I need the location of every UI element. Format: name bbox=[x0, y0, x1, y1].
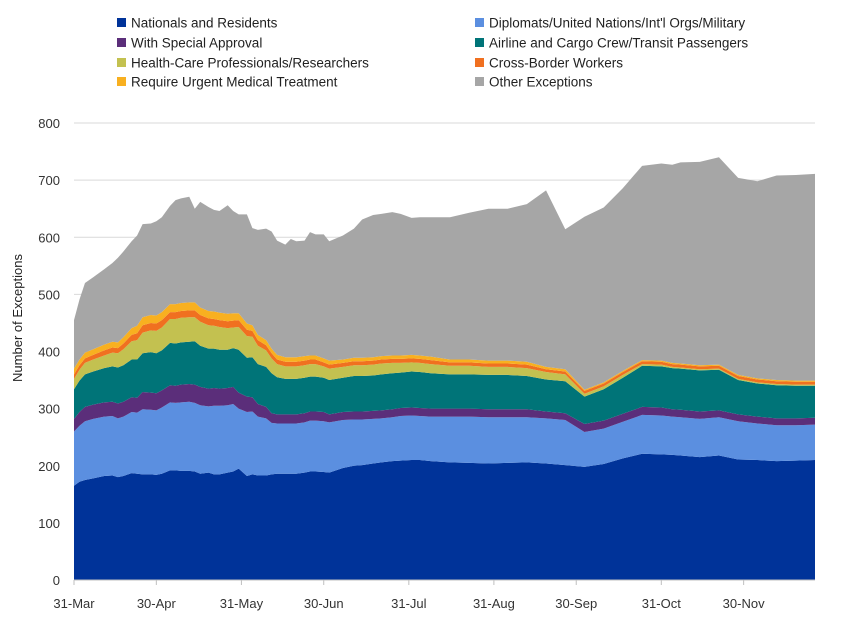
legend-label-airline-and-cargo-crew-transit-passengers: Airline and Cargo Crew/Transit Passenger… bbox=[489, 36, 748, 51]
y-tick-label: 600 bbox=[38, 230, 60, 245]
x-axis: 31-Mar 30-Apr 31-May 30-Jun 31-Jul 31-Aug 30-S… bbox=[53, 579, 815, 611]
x-tick-label: 31-Mar bbox=[53, 596, 95, 611]
y-tick-label: 300 bbox=[38, 402, 60, 417]
y-tick-label: 200 bbox=[38, 459, 60, 474]
y-tick-label: 0 bbox=[53, 573, 60, 588]
x-tick-label: 30-Nov bbox=[723, 596, 765, 611]
legend-swatch-with-special-approval bbox=[117, 38, 126, 47]
legend-label-nationals-and-residents: Nationals and Residents bbox=[131, 16, 278, 31]
x-tick-label: 31-May bbox=[220, 596, 264, 611]
x-tick-label: 31-Aug bbox=[473, 596, 515, 611]
area-nationals-and-residents bbox=[74, 453, 815, 580]
area-series bbox=[74, 157, 815, 580]
area-other-exceptions bbox=[74, 157, 815, 390]
legend-label-health-care-professionals-researchers: Health-Care Professionals/Researchers bbox=[131, 56, 369, 71]
legend-swatch-airline-and-cargo-crew-transit-passengers bbox=[475, 38, 484, 47]
y-axis-title: Number of Exceptions bbox=[10, 254, 25, 382]
x-tick-label: 30-Apr bbox=[137, 596, 177, 611]
legend-swatch-diplomats-united-nations-int-l-orgs-military bbox=[475, 18, 484, 27]
x-tick-label: 30-Sep bbox=[555, 596, 597, 611]
legend: Nationals and Residents Diplomats/United … bbox=[117, 16, 748, 90]
y-axis: 0 100 200 300 400 500 600 700 800 bbox=[38, 116, 60, 588]
legend-swatch-health-care-professionals-researchers bbox=[117, 58, 126, 67]
y-tick-label: 100 bbox=[38, 516, 60, 531]
y-tick-label: 500 bbox=[38, 287, 60, 302]
y-tick-label: 400 bbox=[38, 345, 60, 360]
x-tick-label: 30-Jun bbox=[304, 596, 344, 611]
x-tick-label: 31-Oct bbox=[642, 596, 681, 611]
legend-swatch-require-urgent-medical-treatment bbox=[117, 77, 126, 86]
y-tick-label: 800 bbox=[38, 116, 60, 131]
legend-swatch-other-exceptions bbox=[475, 77, 484, 86]
area-airline-and-cargo-crew-transit-passengers bbox=[74, 341, 815, 425]
legend-label-with-special-approval: With Special Approval bbox=[131, 36, 262, 51]
legend-label-cross-border-workers: Cross-Border Workers bbox=[489, 56, 623, 71]
legend-label-diplomats-united-nations-int-l-orgs-military: Diplomats/United Nations/Int'l Orgs/Mili… bbox=[489, 16, 745, 31]
legend-label-other-exceptions: Other Exceptions bbox=[489, 75, 593, 90]
area-diplomats-united-nations-int-l-orgs-military bbox=[74, 401, 815, 486]
y-tick-label: 700 bbox=[38, 173, 60, 188]
legend-label-require-urgent-medical-treatment: Require Urgent Medical Treatment bbox=[131, 75, 338, 90]
legend-swatch-nationals-and-residents bbox=[117, 18, 126, 27]
x-tick-label: 31-Jul bbox=[391, 596, 427, 611]
legend-swatch-cross-border-workers bbox=[475, 58, 484, 67]
